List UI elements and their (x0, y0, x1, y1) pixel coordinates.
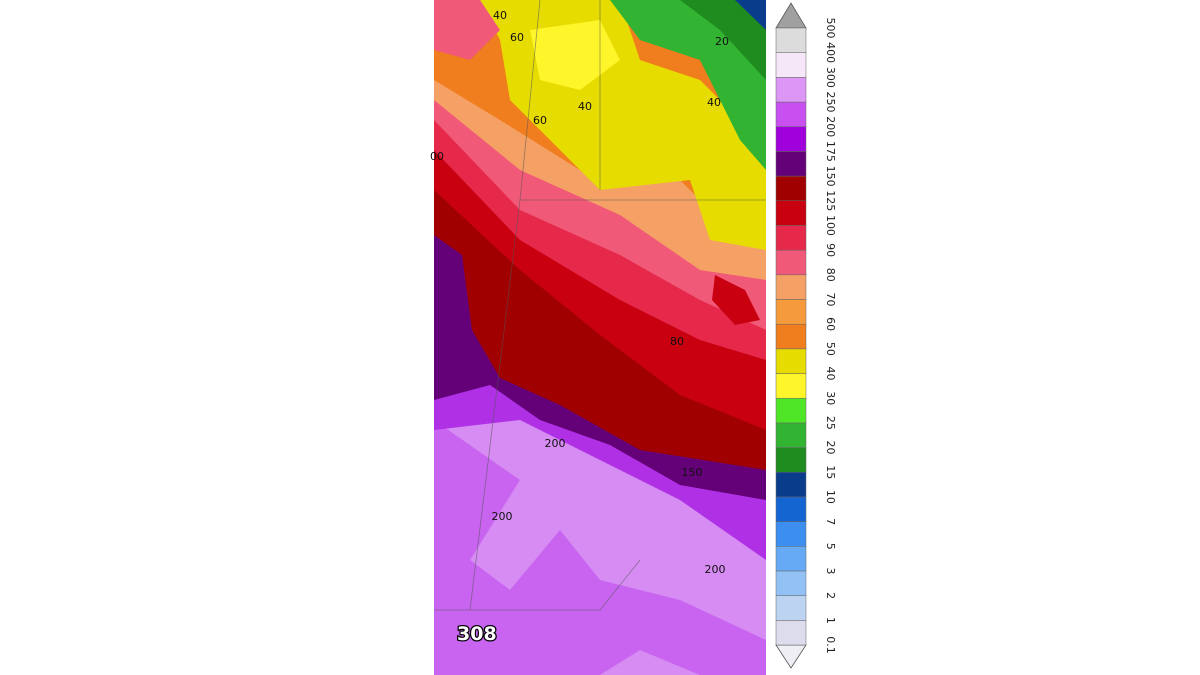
contour-label: 200 (705, 563, 726, 576)
colorbar-cell (775, 397, 807, 424)
frame-label: 308 (457, 623, 497, 645)
colorbar-cell (775, 447, 807, 473)
field (434, 0, 500, 60)
colorbar-cell (775, 348, 807, 374)
colorbar-label: 30 (824, 391, 837, 405)
colorbar-cell (775, 620, 807, 646)
colorbar-label: 7 (824, 518, 837, 525)
colorbar-label: 100 (824, 215, 837, 236)
colorbar-cell (775, 249, 807, 276)
contour-label: 20 (715, 35, 729, 48)
colorbar-cell (775, 422, 807, 448)
colorbar-label: 20 (824, 441, 837, 455)
colorbar-label: 3 (824, 567, 837, 574)
colorbar-cell (775, 52, 807, 78)
contour-label: 150 (682, 466, 703, 479)
colorbar-label: 250 (824, 92, 837, 113)
colorbar-cell (775, 373, 807, 399)
colorbar-cell (775, 496, 807, 522)
field (680, 0, 766, 80)
colorbar-cell (775, 595, 807, 621)
colorbar-cell (775, 101, 807, 127)
field (530, 20, 620, 90)
contour-label: 60 (533, 114, 547, 127)
contour-label: 40 (578, 100, 592, 113)
contour-label: 80 (670, 335, 684, 348)
colorbar-label: 1 (824, 617, 837, 624)
colorbar-label: 50 (824, 342, 837, 356)
colorbar-cell (775, 570, 807, 596)
colorbar-label: 90 (824, 243, 837, 257)
colorbar-cell (775, 546, 807, 572)
contour-label: 00 (430, 150, 444, 163)
colorbar-cell (775, 175, 807, 202)
colorbar-label: 300 (824, 67, 837, 88)
contour-label: 200 (545, 437, 566, 450)
contour-label: 200 (492, 510, 513, 523)
colorbar-cell (775, 274, 807, 300)
colorbar-label: 80 (824, 268, 837, 282)
colorbar-cell (775, 151, 807, 177)
colorbar-label: 5 (824, 543, 837, 550)
colorbar-label: 150 (824, 166, 837, 187)
colorbar-over (775, 2, 807, 29)
colorbar-cell (775, 521, 807, 547)
colorbar-cell (775, 323, 807, 350)
colorbar-label: 15 (824, 465, 837, 479)
colorbar-label: 400 (824, 42, 837, 63)
colorbar-label: 125 (824, 190, 837, 211)
colorbar-label: 25 (824, 416, 837, 430)
colorbar-cell (775, 200, 807, 226)
colorbar-cell (775, 27, 807, 53)
contour-label: 40 (707, 96, 721, 109)
field (434, 420, 766, 675)
colorbar-cell (775, 471, 807, 498)
colorbar-cell (775, 126, 807, 152)
colorbar-label: 175 (824, 141, 837, 162)
colorbar-label: 40 (824, 367, 837, 381)
colorbar-cell (775, 77, 807, 103)
colorbar-under (775, 644, 807, 669)
border (434, 0, 766, 611)
colorbar-cell (775, 225, 807, 251)
map (434, 0, 766, 675)
colorbar-label: 2 (824, 592, 837, 599)
field (735, 0, 766, 30)
colorbar-cell (775, 299, 807, 325)
colorbar-label: 0.1 (824, 636, 837, 654)
colorbar-label: 200 (824, 116, 837, 137)
field (712, 275, 760, 325)
colorbar-label: 10 (824, 490, 837, 504)
contour-label: 40 (493, 9, 507, 22)
field (610, 0, 766, 170)
contour-label: 60 (510, 31, 524, 44)
colorbar-label: 500 (824, 18, 837, 39)
colorbar-label: 70 (824, 292, 837, 306)
colorbar-label: 60 (824, 317, 837, 331)
